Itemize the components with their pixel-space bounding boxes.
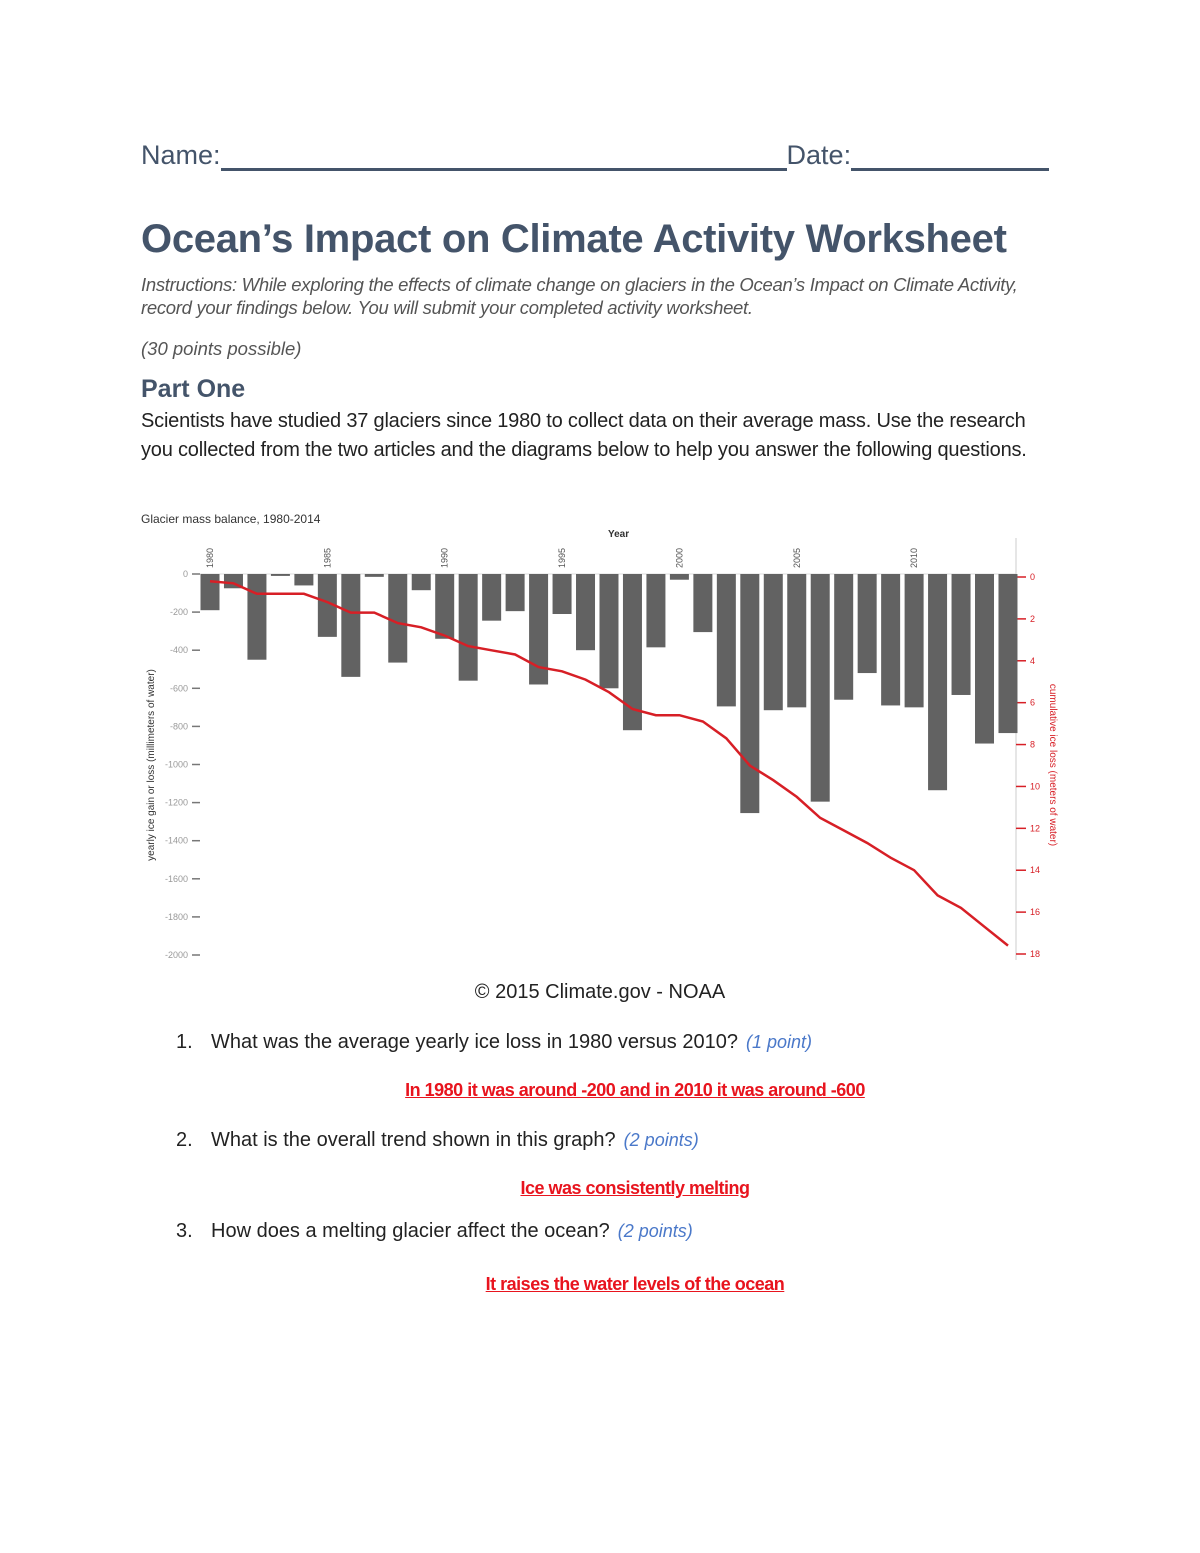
x-tick-label: 2010 (909, 548, 919, 568)
x-tick-label: 1985 (322, 548, 332, 568)
bar (763, 574, 783, 711)
question-points: (2 points) (617, 1221, 693, 1241)
bar (411, 574, 431, 591)
y2-tick-label: 0 (1030, 572, 1035, 582)
glacier-chart: Glacier mass balance, 1980-2014 Year yea… (141, 512, 1058, 960)
bar (317, 574, 337, 637)
bar (435, 574, 455, 639)
cumulative-loss-line (209, 579, 1009, 947)
question-text: What was the average yearly ice loss in … (211, 1031, 738, 1053)
answer-2[interactable]: Ice was consistently melting (520, 1178, 750, 1198)
bar (505, 574, 525, 612)
x-tick-label: 2005 (792, 548, 802, 568)
bar (200, 574, 220, 611)
bar (552, 574, 572, 615)
bar (740, 574, 760, 814)
bar (787, 574, 807, 708)
y-tick-label: 0 (183, 569, 188, 579)
y2-tick-label: 6 (1030, 698, 1035, 708)
y-tick-label: -600 (170, 683, 188, 693)
question-points: (1 point) (745, 1032, 812, 1052)
bar (529, 574, 549, 685)
y-tick-label: -200 (170, 607, 188, 617)
bar (622, 574, 642, 731)
question-3: 3. How does a melting glacier affect the … (176, 1220, 693, 1243)
y2-tick-label: 16 (1030, 907, 1040, 917)
y-tick-label: -1000 (165, 760, 188, 770)
bar (341, 574, 361, 677)
name-date-row: Name: Date: (141, 140, 1050, 171)
y2-tick-label: 18 (1030, 949, 1040, 959)
instructions: Instructions: While exploring the effect… (141, 274, 1018, 318)
question-1: 1. What was the average yearly ice loss i… (176, 1031, 812, 1054)
y-tick-label: -1800 (165, 912, 188, 922)
y2-tick-label: 10 (1030, 781, 1040, 791)
question-number: 3. (176, 1220, 193, 1242)
date-label: Date: (786, 140, 852, 170)
bar (482, 574, 502, 621)
part-one-intro: Scientists have studied 37 glaciers sinc… (141, 410, 1027, 461)
question-2: 2. What is the overall trend shown in thi… (176, 1129, 699, 1152)
bar (646, 574, 666, 648)
answer-3[interactable]: It raises the water levels of the ocean (485, 1274, 785, 1294)
y2-tick-label: 8 (1030, 740, 1035, 750)
bar (857, 574, 877, 674)
bar (599, 574, 619, 689)
name-field[interactable] (220, 141, 787, 171)
bar (928, 574, 948, 791)
chart-title: Glacier mass balance, 1980-2014 (141, 512, 321, 526)
x-axis-label: Year (608, 529, 629, 540)
bar (364, 574, 384, 577)
y-tick-label: -1600 (165, 874, 188, 884)
bar (294, 574, 314, 586)
bar (951, 574, 971, 695)
x-tick-label: 2000 (674, 548, 684, 568)
y-tick-label: -1200 (165, 798, 188, 808)
x-tick-label: 1995 (557, 548, 567, 568)
bar (270, 574, 290, 576)
y2-tick-label: 4 (1030, 656, 1035, 666)
y2-tick-label: 14 (1030, 865, 1040, 875)
y2-tick-label: 12 (1030, 823, 1040, 833)
part-one-heading: Part One (141, 375, 246, 403)
x-tick-label: 1980 (205, 548, 215, 568)
bar (834, 574, 854, 700)
question-text: What is the overall trend shown in this … (211, 1129, 616, 1151)
bar (247, 574, 267, 660)
bar (458, 574, 478, 681)
y-tick-label: -400 (170, 645, 188, 655)
y2-tick-label: 2 (1030, 614, 1035, 624)
bar (975, 574, 995, 744)
question-text: How does a melting glacier affect the oc… (211, 1220, 610, 1242)
bar (716, 574, 736, 707)
bar (693, 574, 713, 633)
bar (998, 574, 1018, 734)
x-tick-label: 1990 (440, 548, 450, 568)
question-number: 2. (176, 1129, 193, 1151)
question-points: (2 points) (623, 1130, 699, 1150)
bar (669, 574, 689, 580)
y-tick-label: -2000 (165, 950, 188, 960)
name-label: Name: (141, 140, 221, 170)
bar (388, 574, 408, 663)
bar (904, 574, 924, 708)
bar (881, 574, 901, 706)
bar (576, 574, 596, 651)
y-tick-label: -1400 (165, 836, 188, 846)
page-title: Ocean’s Impact on Climate Activity Works… (141, 217, 1007, 261)
y2-axis-label: cumulative ice loss (meters of water) (1047, 684, 1058, 846)
points-possible: (30 points possible) (141, 338, 302, 359)
y-axis-label: yearly ice gain or loss (millimeters of … (146, 669, 157, 861)
question-number: 1. (176, 1031, 193, 1053)
bar (810, 574, 830, 802)
date-field[interactable] (851, 141, 1050, 171)
y-tick-label: -800 (170, 721, 188, 731)
chart-credit: © 2015 Climate.gov - NOAA (474, 981, 726, 1003)
answer-1[interactable]: In 1980 it was around -200 and in 2010 i… (405, 1080, 865, 1100)
